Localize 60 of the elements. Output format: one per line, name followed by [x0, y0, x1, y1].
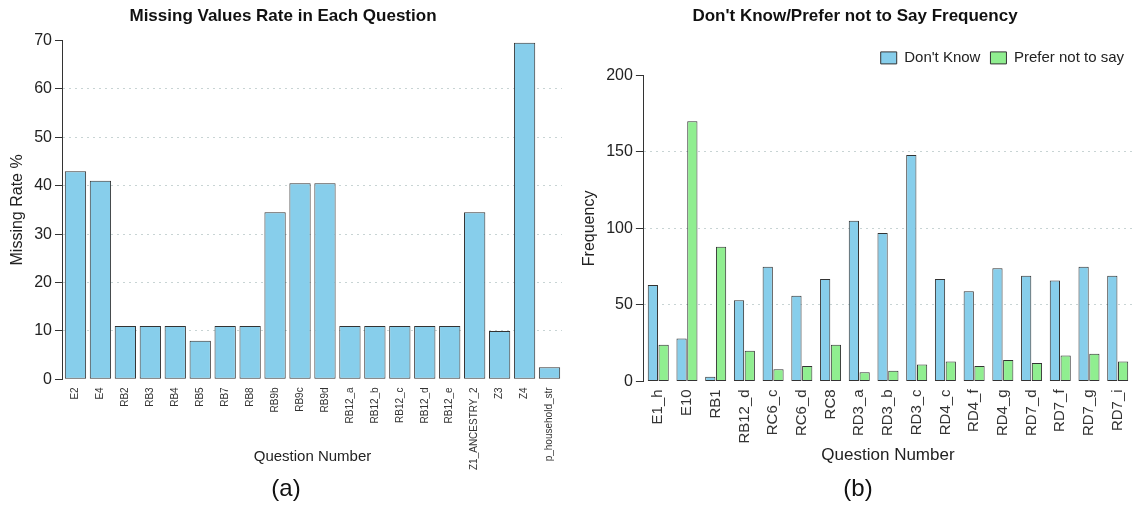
- x-tick-label: RD7_f: [1050, 388, 1068, 432]
- y-tick-label: 10: [34, 321, 53, 339]
- y-tick-label: 50: [615, 295, 633, 313]
- text: (a): [270, 474, 302, 502]
- x-tick-label: RD3_a: [849, 388, 867, 437]
- x-tick-label: RC6_d: [791, 389, 809, 437]
- x-tick-label: RB12_e: [443, 386, 455, 424]
- y-tick-label: 100: [606, 218, 633, 236]
- x-tick-label: p_household_str: [543, 386, 555, 462]
- x-tick-label: RD3_c: [906, 388, 924, 436]
- x-tick-label: RD7_d: [1021, 389, 1039, 437]
- x-tick-label: RB2: [119, 386, 131, 407]
- y-tick-label: 30: [34, 224, 53, 242]
- x-tick-label: RD4_g: [992, 389, 1010, 437]
- y-axis-title: Frequency: [580, 190, 598, 267]
- x-tick-label: RB12_d: [734, 389, 752, 444]
- x-tick-label: RB12_a: [343, 386, 355, 424]
- x-tick-label: Z1_ANCESTRY_2: [468, 386, 480, 471]
- y-tick-label: 0: [43, 369, 53, 387]
- x-tick-label: RB8: [243, 386, 255, 407]
- legend-label: Don't Know: [904, 48, 981, 66]
- x-axis-title: Question Number: [253, 447, 372, 465]
- x-tick-label: RB12_c: [393, 387, 405, 423]
- x-tick-label: RB9d: [318, 387, 330, 413]
- x-tick-label: Z4: [518, 386, 530, 400]
- x-tick-label: RB9b: [268, 386, 280, 413]
- legend-label: Prefer not to say: [1013, 48, 1125, 66]
- x-tick-label: RB7: [218, 386, 230, 407]
- y-tick-label: 200: [606, 65, 633, 83]
- x-tick-label: RB3: [144, 386, 156, 407]
- y-tick-label: 150: [606, 142, 633, 160]
- x-tick-label: RB12_b: [368, 386, 380, 424]
- x-tick-label: E1_h: [648, 389, 666, 425]
- y-tick-label: 60: [34, 79, 53, 97]
- x-tick-label: RB1: [705, 389, 723, 419]
- x-tick-label: RB9c: [293, 387, 305, 412]
- y-axis-title: Missing Rate %: [8, 154, 26, 266]
- x-tick-label: Z3: [493, 386, 505, 400]
- x-tick-label: E2: [69, 386, 81, 400]
- x-tick-label: RB4: [169, 386, 181, 407]
- chart-title: Don't Know/Prefer not to Say Frequency: [692, 5, 1019, 25]
- x-tick-label: RC6_c: [763, 388, 781, 436]
- x-tick-label: RD4_f: [964, 388, 982, 432]
- y-tick-label: 40: [34, 176, 53, 194]
- x-tick-label: RD7_g: [1079, 389, 1097, 437]
- y-tick-label: 70: [34, 30, 53, 48]
- x-tick-label: E4: [94, 386, 106, 400]
- y-tick-label: 20: [34, 272, 53, 290]
- x-tick-label: RB5: [193, 386, 205, 407]
- y-tick-label: 0: [623, 371, 633, 389]
- x-tick-label: RD7_i: [1107, 389, 1125, 432]
- text: (b): [842, 474, 874, 502]
- chart-title: Missing Values Rate in Each Question: [129, 5, 437, 25]
- y-tick-label: 50: [34, 127, 53, 145]
- x-tick-label: RB12_d: [418, 387, 430, 424]
- x-axis-title: Question Number: [821, 445, 955, 465]
- x-tick-label: RC8: [820, 389, 838, 420]
- x-tick-label: E10: [677, 389, 695, 417]
- x-tick-label: RD3_b: [878, 389, 896, 437]
- x-tick-label: RD4_c: [935, 388, 953, 436]
